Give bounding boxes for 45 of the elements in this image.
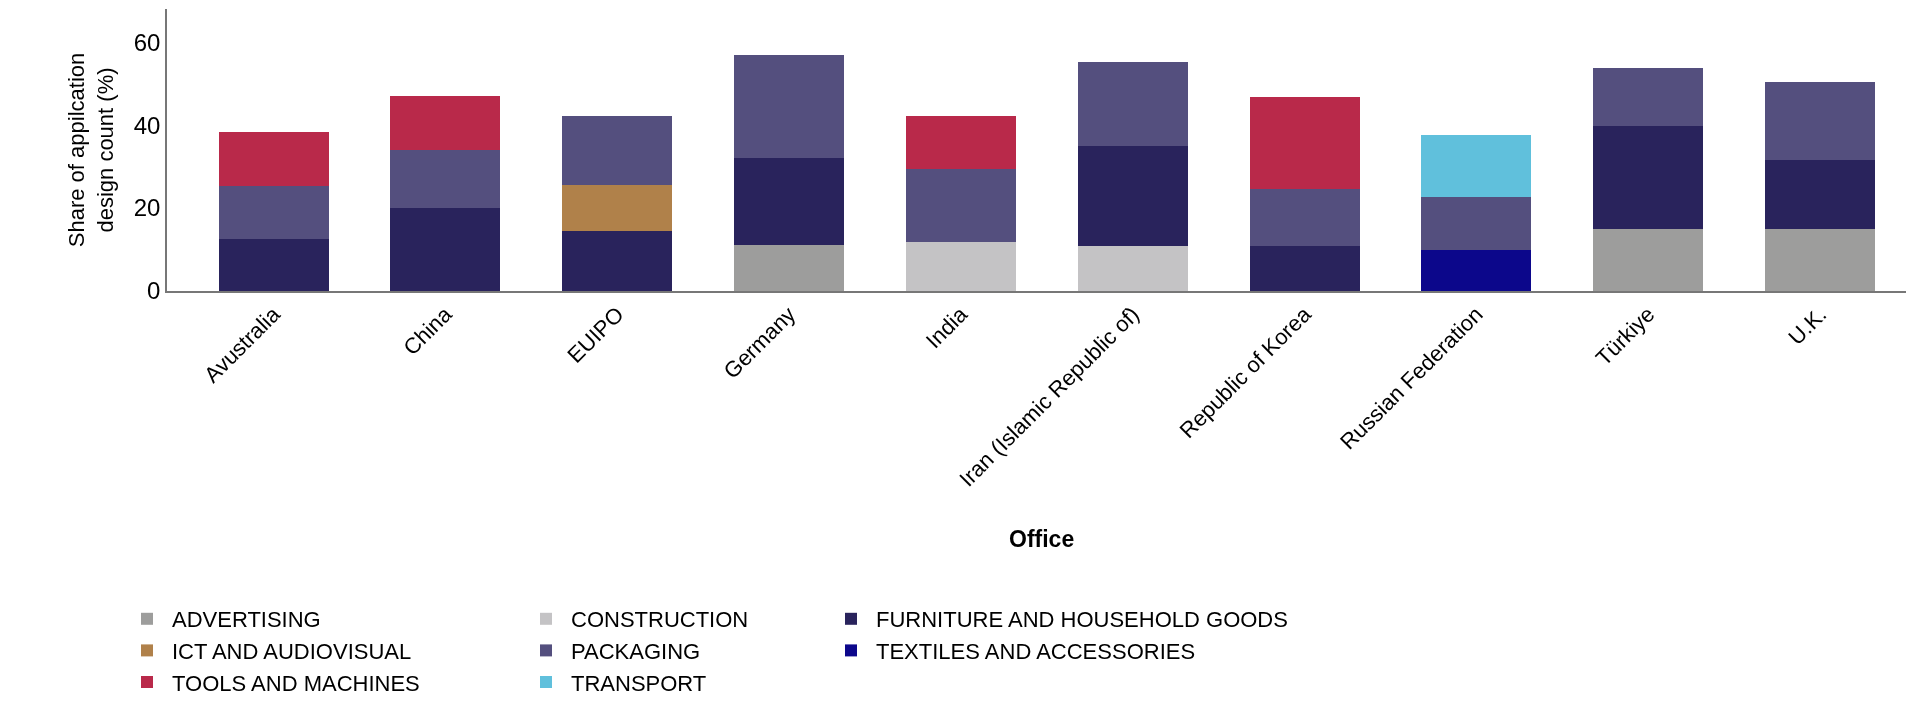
bar (1249, 245, 1360, 291)
bar (1765, 228, 1876, 291)
legend-label: TOOLS AND MACHINES (172, 670, 420, 696)
bar (1249, 188, 1360, 246)
legend-label: TRANSPORT (571, 670, 707, 696)
legend-label: TEXTILES AND ACCESSORIES (876, 638, 1196, 664)
x-tick-label: U.K. (1783, 301, 1832, 350)
bar (905, 169, 1016, 242)
bar (1249, 96, 1360, 189)
legend-label: CONSTRUCTION (571, 607, 749, 633)
bar (1765, 159, 1876, 229)
bar (218, 238, 329, 291)
bar (562, 115, 673, 185)
y-tick-label: 40 (133, 111, 161, 139)
bar (905, 241, 1016, 291)
bar (1077, 146, 1188, 246)
bar (1077, 61, 1188, 147)
bar (1593, 228, 1704, 291)
bar (1421, 196, 1532, 250)
bar (734, 158, 845, 245)
bar (390, 150, 501, 208)
bar (734, 244, 845, 291)
bar (390, 207, 501, 291)
bar (218, 131, 329, 186)
bar (1593, 125, 1704, 229)
bar (218, 185, 329, 239)
x-axis-title: Office (1009, 526, 1075, 552)
y-axis-title: Share of appilcation design count (%) (64, 52, 119, 248)
bar (734, 55, 845, 159)
bar (390, 96, 501, 151)
bar (1593, 67, 1704, 126)
legend-label: PACKAGING (571, 638, 701, 664)
legend-label: FURNITURE AND HOUSEHOLD GOODS (876, 607, 1288, 633)
bar (562, 184, 673, 231)
bar (1421, 134, 1532, 197)
y-tick-label: 0 (147, 277, 161, 305)
y-tick-label: 20 (133, 194, 161, 222)
y-tick-label: 60 (133, 28, 161, 56)
legend-label: ICT AND AUDIOVISUAL (172, 638, 412, 664)
bar (1765, 81, 1876, 160)
bar (905, 115, 1016, 170)
legend-label: ADVERTISING (172, 607, 321, 633)
bar (1421, 249, 1532, 291)
bar (1077, 245, 1188, 291)
bar (562, 230, 673, 291)
